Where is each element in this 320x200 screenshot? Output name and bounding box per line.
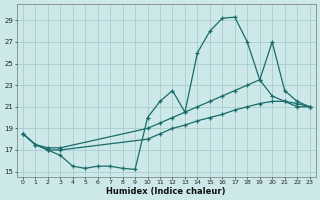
X-axis label: Humidex (Indice chaleur): Humidex (Indice chaleur) xyxy=(107,187,226,196)
